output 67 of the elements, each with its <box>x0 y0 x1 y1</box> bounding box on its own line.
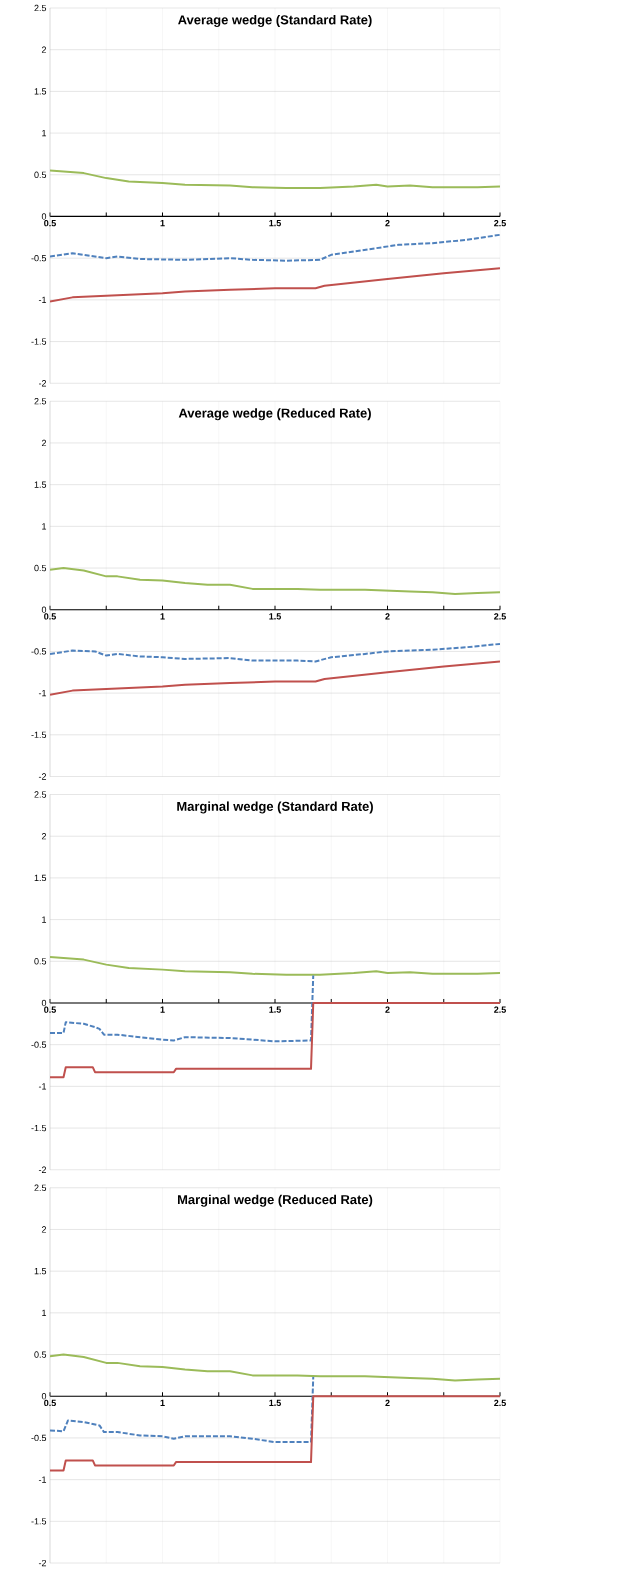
x-tick-label: 2.5 <box>494 1399 506 1407</box>
x-tick-label: 2.5 <box>494 613 506 620</box>
y-tick-label: 2 <box>41 439 47 447</box>
y-tick-label: 1 <box>42 916 47 923</box>
y-tick-label: -2 <box>38 773 47 780</box>
y-tick-label: 2.5 <box>34 1184 47 1191</box>
y-tick-label: -0.5 <box>31 1041 47 1048</box>
y-tick-label: 0 <box>41 213 47 220</box>
y-tick-label: 2 <box>41 833 47 840</box>
x-tick-label: 2 <box>385 219 390 227</box>
x-tick-label: 2 <box>385 613 390 620</box>
line-series <box>50 567 500 595</box>
y-tick-label: -0.5 <box>31 1434 47 1442</box>
y-tick-label: -1 <box>38 1083 47 1090</box>
y-tick-label: 2.5 <box>34 4 47 12</box>
line-series <box>50 169 500 190</box>
y-tick-label: -1.5 <box>31 338 47 345</box>
line-series <box>50 642 500 663</box>
x-tick-label: 1 <box>160 1399 165 1406</box>
y-tick-label: 2.5 <box>34 791 47 798</box>
y-tick-label: -1.5 <box>31 1518 47 1525</box>
x-tick-label: 1.5 <box>269 219 281 227</box>
x-tick-label: 2 <box>385 1399 390 1407</box>
x-tick-label: 1 <box>160 219 165 227</box>
y-tick-label: -1 <box>38 1476 47 1483</box>
y-tick-label: 2 <box>41 46 47 53</box>
y-tick-label: 1 <box>42 130 47 137</box>
y-tick-label: 0 <box>41 999 47 1007</box>
text: Average wedge (Standard Rate) <box>178 14 372 28</box>
x-tick-label: 1 <box>160 1006 165 1013</box>
y-tick-label: 1.5 <box>34 1268 47 1275</box>
x-tick-label: 1 <box>160 613 165 620</box>
y-tick-label: 1.5 <box>34 481 47 488</box>
x-tick-label: 1.5 <box>269 1006 281 1013</box>
line-series <box>50 660 500 696</box>
y-tick-label: -1 <box>38 690 47 697</box>
text: Average wedge (Reduced Rate) <box>178 408 371 421</box>
y-tick-label: -2 <box>38 1166 47 1173</box>
y-tick-label: 2.5 <box>34 398 47 405</box>
y-tick-label: 0 <box>41 606 47 613</box>
line-series <box>50 956 500 976</box>
y-tick-label: -0.5 <box>31 254 47 262</box>
y-tick-label: 0 <box>41 1393 47 1400</box>
x-tick-label: 1.5 <box>269 1399 281 1407</box>
y-tick-label: 1.5 <box>34 874 47 882</box>
y-tick-label: -0.5 <box>31 648 47 655</box>
line-series <box>50 267 500 303</box>
y-tick-label: -1.5 <box>31 731 47 738</box>
y-tick-label: -1 <box>38 296 47 303</box>
y-tick-label: -2 <box>38 380 47 387</box>
y-tick-label: 1.5 <box>34 88 47 95</box>
y-tick-label: 0.5 <box>34 564 47 572</box>
y-tick-label: 2 <box>41 1226 47 1233</box>
y-tick-label: -2 <box>38 1559 47 1567</box>
y-tick-label: 1 <box>42 523 47 530</box>
x-tick-label: 2 <box>385 1006 390 1013</box>
y-tick-label: 0.5 <box>34 171 47 178</box>
y-tick-label: -1.5 <box>31 1124 47 1132</box>
y-tick-label: 1 <box>42 1309 47 1316</box>
x-tick-label: 2.5 <box>494 219 506 227</box>
x-tick-label: 1.5 <box>269 613 281 620</box>
text: Marginal wedge (Reduced Rate) <box>177 1194 373 1207</box>
y-tick-label: 0.5 <box>34 958 47 965</box>
text: Marginal wedge (Standard Rate) <box>177 801 373 814</box>
line-series <box>50 1353 500 1382</box>
y-tick-label: 0.5 <box>34 1351 47 1358</box>
x-tick-label: 2.5 <box>494 1006 506 1013</box>
